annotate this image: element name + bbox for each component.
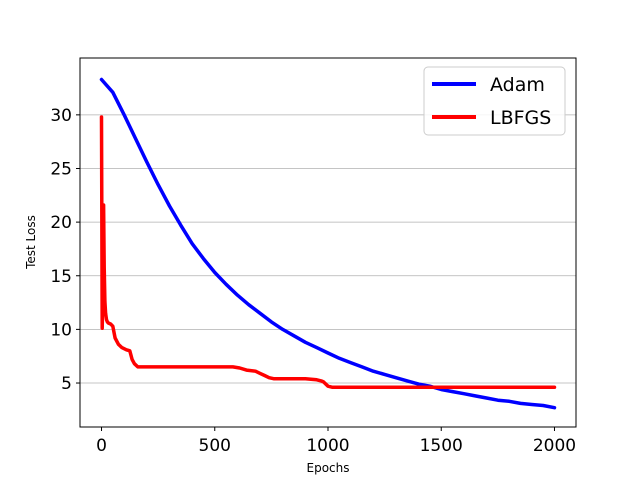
x-tick-label: 0 bbox=[96, 436, 107, 456]
x-tick-label: 2000 bbox=[533, 436, 576, 456]
legend: Adam LBFGS bbox=[423, 66, 566, 136]
x-axis-label: Epochs bbox=[307, 461, 350, 475]
x-axis-ticks: 0 500 1000 1500 2000 bbox=[96, 427, 576, 456]
y-tick-label: 25 bbox=[50, 159, 72, 179]
y-axis-label: Test Loss bbox=[24, 215, 38, 270]
y-tick-label: 5 bbox=[61, 374, 72, 394]
y-tick-label: 10 bbox=[50, 320, 72, 340]
legend-label-lbfgs: LBFGS bbox=[490, 107, 551, 129]
x-tick-label: 1500 bbox=[420, 436, 463, 456]
x-tick-label: 1000 bbox=[306, 436, 349, 456]
series-line-adam bbox=[99, 77, 557, 410]
x-tick-label: 500 bbox=[199, 436, 231, 456]
y-tick-label: 15 bbox=[50, 267, 72, 287]
legend-label-adam: Adam bbox=[490, 74, 545, 96]
series-line-lbfgs bbox=[99, 115, 557, 390]
y-axis-ticks: 5 10 15 20 25 30 bbox=[50, 106, 80, 394]
gridlines bbox=[80, 114, 576, 384]
series-lines bbox=[99, 77, 557, 410]
y-tick-label: 20 bbox=[50, 213, 72, 233]
y-tick-label: 30 bbox=[50, 106, 72, 126]
